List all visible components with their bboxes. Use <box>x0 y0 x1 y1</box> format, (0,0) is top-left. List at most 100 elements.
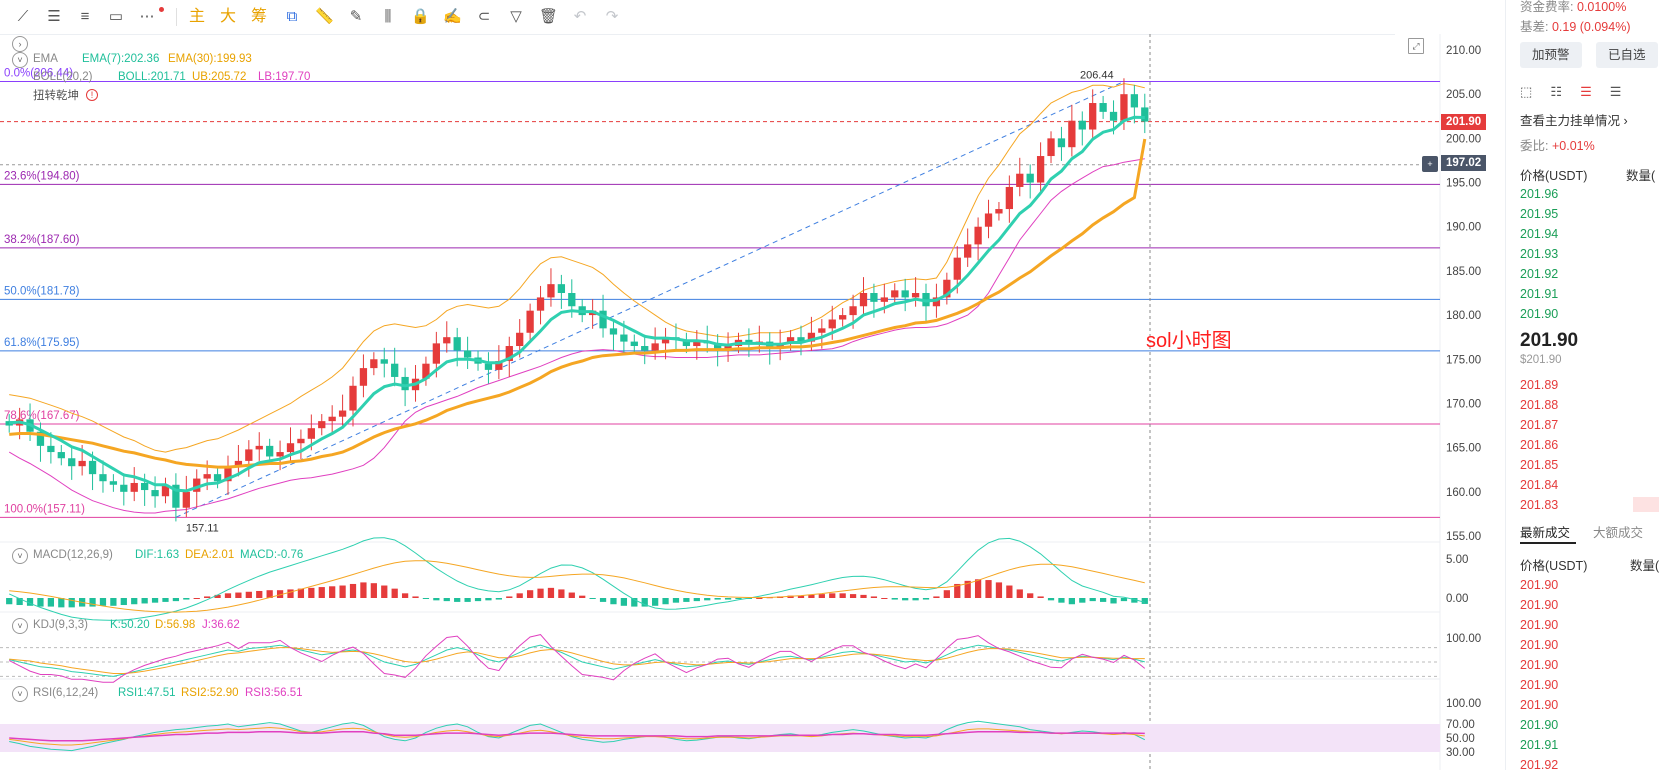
fullscreen-icon[interactable]: ⤢ <box>1408 38 1424 54</box>
collapse-macd-icon[interactable]: ˅ <box>12 548 28 564</box>
boll-lb-value: LB:197.70 <box>258 71 311 83</box>
ask-price[interactable]: 201.96 <box>1520 187 1559 201</box>
bid-price[interactable]: 201.85 <box>1520 458 1559 472</box>
fib-label: 50.0%(181.78) <box>4 285 80 297</box>
chip-distribution-button[interactable]: 筹 <box>250 8 267 25</box>
rsi3-value: RSI3:56.51 <box>245 687 303 699</box>
boll-upper-line <box>9 83 1145 453</box>
macd-bar <box>589 598 596 599</box>
bid-price[interactable]: 201.89 <box>1520 378 1559 392</box>
bid-price[interactable]: 201.87 <box>1520 418 1559 432</box>
macd-bar <box>256 590 263 598</box>
add-alert-button[interactable]: 加预警 <box>1520 42 1582 68</box>
last-price-usd: $201.90 <box>1520 354 1562 366</box>
fib-label: 61.8%(175.95) <box>4 337 80 349</box>
depth-sell-icon[interactable]: ☰ <box>1580 84 1592 99</box>
ruler-icon[interactable]: 📏 <box>315 8 334 25</box>
ema7-value: EMA(7):202.36 <box>82 53 160 65</box>
bid-price[interactable]: 201.84 <box>1520 478 1559 492</box>
trades-tab[interactable]: 最新成交 <box>1520 526 1571 540</box>
candle-body <box>286 443 295 453</box>
candle-body <box>943 279 951 298</box>
trend-line-icon[interactable]: ⟋ <box>17 8 29 25</box>
basis-row: 基差: 0.19 (0.094%) <box>1520 16 1631 35</box>
candle-body <box>203 474 211 479</box>
candle-body <box>1078 120 1086 130</box>
ask-price[interactable]: 201.91 <box>1520 287 1559 301</box>
main-indicator-button[interactable]: 主 <box>188 8 205 25</box>
bid-depth-bar <box>1633 497 1659 512</box>
redo-icon[interactable]: ↷ <box>605 8 619 25</box>
ask-price[interactable]: 201.92 <box>1520 267 1559 281</box>
pen-icon[interactable]: ✎ <box>349 8 363 25</box>
trash-icon[interactable]: 🗑 <box>539 8 559 25</box>
depth-link[interactable]: 查看主力挂单情况 › <box>1520 114 1628 128</box>
kline-chart[interactable]: 210.00 205.00 200.00 195.00 190.00 185.00 180.… <box>0 34 1500 770</box>
price-tick-label: 200.00 <box>1446 133 1481 145</box>
ask-price[interactable]: 201.94 <box>1520 227 1559 241</box>
macd-bar <box>235 592 242 598</box>
filter-icon[interactable]: ▽ <box>510 8 522 25</box>
macd-bar <box>1141 598 1148 604</box>
depth-list-icon[interactable]: ☰ <box>1609 84 1622 99</box>
candle-body <box>182 491 190 508</box>
add-order-icon[interactable]: + <box>1422 156 1438 172</box>
depth-both-icon[interactable]: ⬚ <box>1520 84 1533 99</box>
boll-title: BOLL(20,2) <box>33 71 93 83</box>
more-icon[interactable]: ⋯ <box>139 8 155 25</box>
macd-bar <box>183 598 190 600</box>
candle-body <box>36 431 45 446</box>
magnet-icon[interactable]: ⊂ <box>477 8 491 25</box>
bid-price[interactable]: 201.88 <box>1520 398 1559 412</box>
macd-bar <box>204 596 211 598</box>
bid-price[interactable]: 201.86 <box>1520 438 1559 452</box>
candle-body <box>1047 138 1055 157</box>
macd-bar <box>485 598 492 601</box>
macd-bar <box>599 598 607 602</box>
ask-price[interactable]: 201.93 <box>1520 247 1559 261</box>
lock-icon[interactable]: 🔒 <box>411 8 430 25</box>
depth-buy-icon[interactable]: ☷ <box>1550 84 1563 99</box>
collapse-rsi-icon[interactable]: ˅ <box>12 686 28 702</box>
undo-icon[interactable]: ↶ <box>573 8 587 25</box>
macd-bar <box>787 595 794 598</box>
expand-icon[interactable]: › <box>12 36 28 52</box>
macd-bar <box>297 588 305 598</box>
watchlist-button[interactable]: 已自选 <box>1596 42 1658 68</box>
parallel-lines-icon[interactable]: ≡ <box>80 8 90 25</box>
candle-body <box>391 363 399 377</box>
macd-bar <box>454 598 461 602</box>
warning-icon[interactable]: ! <box>86 89 98 101</box>
candle-body <box>380 359 388 364</box>
candle-body <box>880 297 888 302</box>
horizontal-lines-icon[interactable]: ☰ <box>47 8 61 25</box>
collapse-ema-icon[interactable]: ˅ <box>12 52 28 68</box>
bid-price[interactable]: 201.83 <box>1520 498 1559 512</box>
rectangle-icon[interactable]: ▭ <box>108 8 124 25</box>
signal-label: 扭转乾坤 <box>33 90 79 102</box>
candle-body <box>1068 120 1076 148</box>
ask-price[interactable]: 201.90 <box>1520 307 1559 321</box>
trade-price: 201.90 <box>1520 678 1559 692</box>
candle-body <box>120 484 128 492</box>
candle-body <box>432 343 441 364</box>
rsi-title: RSI(6,12,24) <box>33 687 99 699</box>
candle-body <box>172 484 180 508</box>
kdj-k-value: K:50.20 <box>110 619 150 631</box>
big-order-button[interactable]: 大 <box>219 8 236 25</box>
chart-canvas[interactable]: 210.00 205.00 200.00 195.00 190.00 185.00 180.… <box>0 34 1500 770</box>
big-trades-tab[interactable]: 大额成交 <box>1593 526 1644 540</box>
candles-icon[interactable]: ⫼ <box>384 8 392 25</box>
macd-bar <box>1006 585 1013 598</box>
candle-body <box>568 293 576 307</box>
macd-bar <box>1099 598 1107 602</box>
macd-bar <box>339 585 346 598</box>
collapse-kdj-icon[interactable]: ˅ <box>12 618 28 634</box>
macd-bar <box>891 598 898 600</box>
price-tick-label: 175.00 <box>1446 354 1481 366</box>
copy-icon[interactable]: ⧉ <box>286 8 298 25</box>
funding-rate-label: 资金费率: 0.0100% <box>1520 0 1626 15</box>
ask-price[interactable]: 201.95 <box>1520 207 1559 221</box>
candle-body <box>526 310 534 333</box>
edit-icon[interactable]: ✍ <box>443 8 462 25</box>
